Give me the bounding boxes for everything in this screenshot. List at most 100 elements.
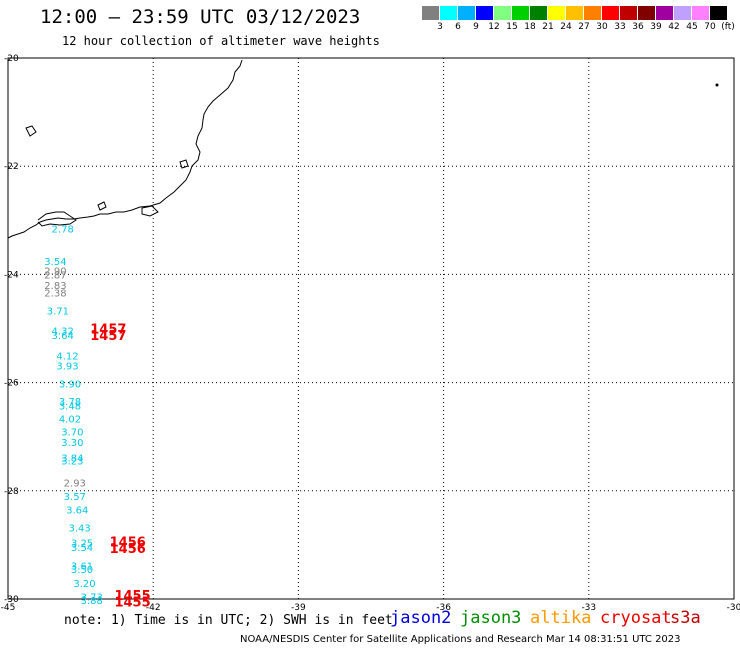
wave-height-value: 4.02: [59, 414, 81, 425]
color-scale-label: 39: [650, 22, 662, 32]
color-swatch: [476, 6, 493, 20]
lon-tick-label: -33: [581, 603, 596, 613]
wave-height-value: 2.38: [44, 288, 66, 299]
color-swatch: [674, 6, 691, 20]
pass-time-label: 1456: [110, 542, 146, 557]
wave-height-value: 3.90: [59, 380, 81, 391]
wave-height-value: 3.73: [81, 592, 103, 603]
wave-height-value: 3.57: [64, 492, 86, 503]
wave-height-value: 3.78: [59, 397, 81, 408]
island-outline: [25, 125, 37, 137]
lon-tick-label: -36: [436, 603, 451, 613]
color-scale-label: 30: [596, 22, 608, 32]
color-swatch: [692, 6, 709, 20]
wave-height-value: 2.87: [44, 270, 66, 281]
color-swatch: [584, 6, 601, 20]
color-swatch: [530, 6, 547, 20]
lat-tick-label: -26: [4, 379, 19, 389]
pass-time-label: 1457: [90, 329, 126, 344]
color-scale-label: 45: [686, 22, 698, 32]
color-scale-label: 9: [473, 22, 479, 32]
color-scale-label: (ft): [721, 22, 735, 32]
color-scale-label: 24: [560, 22, 572, 32]
wave-height-value: 2.90: [44, 267, 66, 278]
wave-height-value: 3.54: [71, 543, 93, 554]
satellite-name-jason2: jason2: [390, 608, 452, 628]
wave-height-value: 3.48: [59, 401, 81, 412]
chart-subtitle: 12 hour collection of altimeter wave hei…: [62, 34, 380, 48]
satellite-name-cryosat: cryosat: [600, 608, 672, 628]
island-dot: [715, 83, 719, 87]
wave-height-value: 3.84: [61, 453, 83, 464]
wave-height-value: 3.64: [52, 331, 74, 342]
island-outline: [97, 201, 107, 211]
lat-tick-label: -20: [4, 54, 19, 64]
wave-height-value: 2.78: [52, 224, 74, 235]
map-frame: [7, 57, 735, 600]
wave-height-value: 3.30: [61, 438, 83, 449]
color-scale-label: 6: [455, 22, 461, 32]
footer-note: note: 1) Time is in UTC; 2) SWH is in fe…: [64, 613, 393, 628]
color-swatch: [710, 6, 727, 20]
credit-line: NOAA/NESDIS Center for Satellite Applica…: [240, 634, 681, 645]
color-scale-label: 12: [488, 22, 500, 32]
wave-height-value: 3.43: [69, 524, 91, 535]
wave-height-value: 3.93: [56, 361, 78, 372]
color-scale-label: 36: [632, 22, 644, 32]
color-swatch: [656, 6, 673, 20]
satellite-name-altika: altika: [530, 608, 592, 628]
wave-height-value: 4.12: [56, 352, 78, 363]
lagoon-outline: [179, 159, 189, 169]
wave-height-value: 3.64: [66, 506, 88, 517]
pass-time-label: 1457: [90, 323, 126, 338]
color-scale-label: 18: [524, 22, 536, 32]
wave-height-value: 3.71: [47, 307, 69, 318]
wave-height-value: 3.20: [73, 579, 95, 590]
pass-time-label: 1455: [114, 589, 150, 604]
lon-tick-label: -39: [291, 603, 306, 613]
color-scale-label: 3: [437, 22, 443, 32]
color-scale-label: 42: [668, 22, 680, 32]
island-outline: [141, 205, 159, 217]
lon-tick-label: -45: [1, 603, 16, 613]
lon-tick-label: -42: [146, 603, 161, 613]
wave-height-observations: 2.783.542.902.872.832.383.714.323.644.12…: [44, 224, 103, 607]
color-swatch: [422, 6, 439, 20]
wave-height-value: 3.70: [61, 427, 83, 438]
wave-height-value: 3.25: [71, 539, 93, 550]
color-swatch: [548, 6, 565, 20]
color-swatch: [440, 6, 457, 20]
lat-tick-label: -28: [4, 487, 19, 497]
satellite-name-jason3: jason3: [460, 608, 522, 628]
color-scale-label: 21: [542, 22, 554, 32]
wave-height-value: 3.54: [44, 257, 66, 268]
satellite-name-s3a: s3a: [670, 608, 701, 628]
lat-tick-label: -22: [4, 162, 19, 172]
color-swatch: [620, 6, 637, 20]
axis-tick-labels: -45 -42 -39 -36 -33 -30 -20 -22 -24 -26 -28 -30: [1, 54, 740, 613]
wave-height-value: 2.93: [64, 479, 86, 490]
color-scale-label: 15: [506, 22, 518, 32]
wave-height-value: 3.61: [71, 561, 93, 572]
bay-outline: [37, 211, 77, 227]
color-swatch: [638, 6, 655, 20]
pass-time-label: 1455: [114, 596, 150, 611]
color-swatch: [566, 6, 583, 20]
lat-tick-label: -24: [4, 270, 19, 280]
wave-height-value: 2.83: [44, 281, 66, 292]
color-swatch: [512, 6, 529, 20]
color-scale-label: 33: [614, 22, 626, 32]
pass-time-label: 1456: [110, 536, 146, 551]
coastline-path: [7, 59, 243, 239]
wave-height-value: 3.88: [81, 596, 103, 607]
graticule: [8, 58, 734, 599]
color-scale-label: 70: [704, 22, 716, 32]
color-swatch: [494, 6, 511, 20]
color-swatch: [602, 6, 619, 20]
coastline: [7, 59, 719, 239]
wave-height-value: 3.50: [71, 565, 93, 576]
lat-tick-label: -30: [4, 595, 19, 605]
wave-height-value: 3.23: [61, 457, 83, 468]
